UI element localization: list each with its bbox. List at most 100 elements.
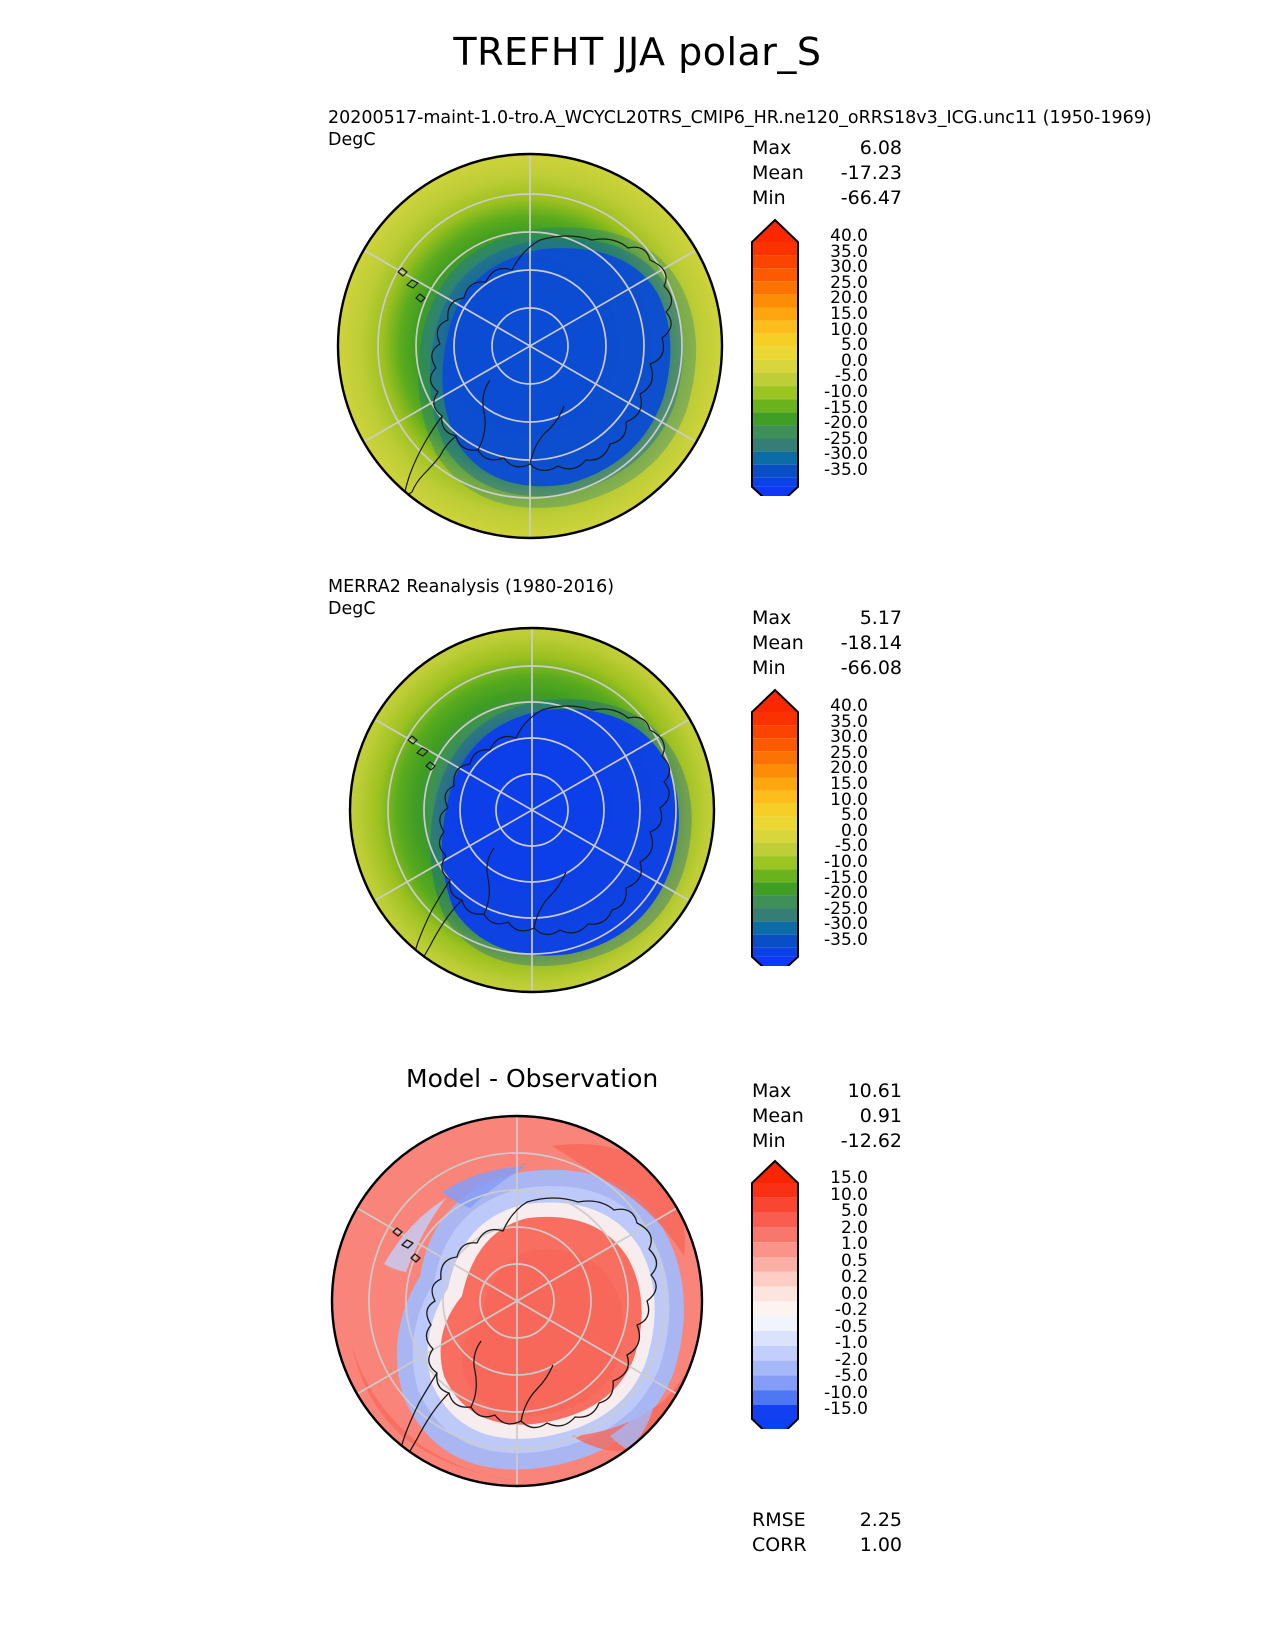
panel-observation-title: MERRA2 Reanalysis (1980-2016) xyxy=(328,577,615,597)
stat-row: Max 5.17 xyxy=(752,606,902,631)
cbar-tick: 1.0 xyxy=(840,1234,868,1254)
metric-label: RMSE xyxy=(752,1509,806,1531)
stat-row: Mean 0.91 xyxy=(752,1104,902,1129)
panel-difference-title: Model - Observation xyxy=(406,1064,659,1093)
colorbar-outline xyxy=(751,1159,799,1429)
cbar-tick: -10.0 xyxy=(824,851,868,872)
cbar-tick: 35.0 xyxy=(830,711,868,732)
cbar-tick: -15.0 xyxy=(824,867,868,888)
panel-difference-stats: Max 10.61 Mean 0.91 Min -12.62 xyxy=(752,1079,902,1154)
cbar-tick: 15.0 xyxy=(830,773,868,794)
cbar-tick: 0.0 xyxy=(840,1283,868,1304)
colorbar-outline xyxy=(751,218,799,496)
cbar-tick: 5.0 xyxy=(840,805,868,826)
colorbar-difference-ticks: 15.0 10.0 5.0 2.0 1.0 0.5 0.2 0.0 -0.2 -… xyxy=(796,1170,868,1418)
stat-label: Mean xyxy=(752,1105,804,1127)
graticule-meridians xyxy=(356,1116,678,1486)
panel-model-units: DegC xyxy=(328,130,376,150)
metric-value: 2.25 xyxy=(859,1509,902,1531)
cbar-tick: -25.0 xyxy=(824,428,868,449)
cbar-tick: -35.0 xyxy=(824,459,868,480)
cbar-tick: 20.0 xyxy=(830,758,868,779)
cbar-tick: 25.0 xyxy=(830,272,868,293)
cbar-tick: 25.0 xyxy=(830,742,868,763)
panel-difference-metrics: RMSE 2.25 CORR 1.00 xyxy=(752,1508,902,1558)
stat-row: Max 10.61 xyxy=(752,1079,902,1104)
cbar-tick: 20.0 xyxy=(830,288,868,309)
cbar-tick: -10.0 xyxy=(824,1382,868,1403)
stat-value: 0.91 xyxy=(859,1105,902,1127)
polar-map-model xyxy=(328,144,732,548)
cbar-tick: 0.2 xyxy=(840,1267,868,1287)
metric-value: 1.00 xyxy=(859,1534,902,1556)
figure-title: TREFHT JJA polar_S xyxy=(453,30,822,74)
polar-map-difference xyxy=(322,1106,712,1496)
metric-row: RMSE 2.25 xyxy=(752,1508,902,1533)
stat-value: 6.08 xyxy=(859,137,902,159)
graticule-meridians xyxy=(363,154,697,538)
stat-label: Mean xyxy=(752,162,804,184)
colorbar-outline xyxy=(751,688,799,966)
cbar-tick: 10.0 xyxy=(830,319,868,340)
stat-label: Max xyxy=(752,607,792,629)
cbar-tick: -5.0 xyxy=(834,836,868,857)
cbar-tick: 10.0 xyxy=(830,1184,868,1205)
cbar-tick: -35.0 xyxy=(824,929,868,950)
map-outer-boundary xyxy=(336,152,724,540)
map-outer-boundary xyxy=(348,626,716,994)
cbar-tick: -30.0 xyxy=(824,444,868,465)
cbar-tick: -30.0 xyxy=(824,914,868,935)
colorbar-swatches xyxy=(752,220,798,496)
cbar-tick: -2.0 xyxy=(834,1349,868,1370)
metric-row: CORR 1.00 xyxy=(752,1533,902,1558)
panel-observation-units: DegC xyxy=(328,599,376,619)
stat-row: Max 6.08 xyxy=(752,136,902,161)
stat-row: Min -66.08 xyxy=(752,656,902,681)
colorbar-observation xyxy=(748,688,802,966)
colorbar-difference xyxy=(748,1159,802,1429)
cbar-tick: -5.0 xyxy=(834,1366,868,1386)
cbar-tick: 35.0 xyxy=(830,241,868,262)
stat-label: Max xyxy=(752,137,792,159)
stat-label: Mean xyxy=(752,632,804,654)
cbar-tick: -5.0 xyxy=(834,366,868,387)
stat-value: -18.14 xyxy=(840,632,902,654)
cbar-tick: 40.0 xyxy=(830,696,868,716)
colorbar-model-ticks: 40.0 35.0 30.0 25.0 20.0 15.0 10.0 5.0 0… xyxy=(800,226,868,480)
cbar-tick: -10.0 xyxy=(824,381,868,402)
cbar-tick: 5.0 xyxy=(840,335,868,356)
stat-label: Max xyxy=(752,1080,792,1102)
colorbar-model xyxy=(748,218,802,496)
stat-value: -17.23 xyxy=(840,162,902,184)
cbar-tick: -20.0 xyxy=(824,413,868,434)
cbar-tick: 15.0 xyxy=(830,1168,868,1188)
metric-label: CORR xyxy=(752,1534,807,1556)
cbar-tick: 40.0 xyxy=(830,226,868,246)
colorbar-swatches xyxy=(752,690,798,966)
panel-model-title: 20200517-maint-1.0-tro.A_WCYCL20TRS_CMIP… xyxy=(328,108,1152,128)
panel-model-stats: Max 6.08 Mean -17.23 Min -66.47 xyxy=(752,136,902,211)
cbar-tick: 0.0 xyxy=(840,820,868,841)
cbar-tick: -15.0 xyxy=(824,1399,868,1419)
cbar-tick: 5.0 xyxy=(840,1201,868,1221)
cbar-tick: 2.0 xyxy=(840,1217,868,1238)
stat-label: Min xyxy=(752,1130,786,1152)
cbar-tick: -1.0 xyxy=(834,1333,868,1353)
stat-row: Min -66.47 xyxy=(752,186,902,211)
cbar-tick: 15.0 xyxy=(830,303,868,324)
polar-map-observation xyxy=(340,618,724,1002)
cbar-tick: 30.0 xyxy=(830,257,868,278)
stat-label: Min xyxy=(752,657,786,679)
stat-value: 10.61 xyxy=(847,1080,902,1102)
stat-row: Mean -17.23 xyxy=(752,161,902,186)
stat-row: Mean -18.14 xyxy=(752,631,902,656)
cbar-tick: 30.0 xyxy=(830,727,868,748)
cbar-tick: -0.5 xyxy=(834,1316,868,1337)
stat-value: 5.17 xyxy=(859,607,902,629)
cbar-tick: 0.0 xyxy=(840,350,868,371)
cbar-tick: -0.2 xyxy=(834,1300,868,1320)
panel-observation-stats: Max 5.17 Mean -18.14 Min -66.08 xyxy=(752,606,902,681)
stat-label: Min xyxy=(752,187,786,209)
colorbar-observation-ticks: 40.0 35.0 30.0 25.0 20.0 15.0 10.0 5.0 0… xyxy=(800,696,868,950)
